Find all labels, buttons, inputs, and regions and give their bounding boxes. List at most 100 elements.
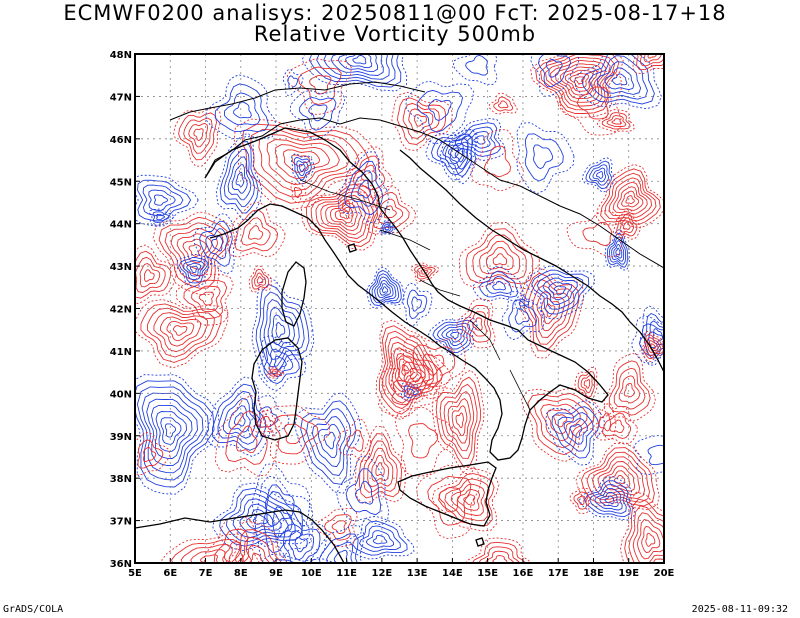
positive-vorticity-contour <box>293 186 303 198</box>
latitude-tick-label: 37N <box>110 517 132 528</box>
positive-vorticity-contour <box>402 102 440 139</box>
positive-vorticity-contour <box>249 553 264 563</box>
positive-vorticity-contour <box>602 412 632 439</box>
italy-coastline <box>204 127 609 461</box>
negative-vorticity-contour <box>589 484 627 514</box>
positive-vorticity-contour <box>225 521 288 563</box>
negative-vorticity-contour <box>160 417 182 445</box>
positive-vorticity-contour <box>330 202 358 228</box>
negative-vorticity-contour <box>308 104 328 122</box>
positive-vorticity-contour <box>227 201 286 258</box>
positive-vorticity-contour <box>297 66 342 105</box>
negative-vorticity-contour <box>352 54 367 65</box>
positive-vorticity-contour <box>170 227 219 276</box>
negative-vorticity-contour <box>578 476 635 521</box>
negative-vorticity-contour <box>514 307 530 325</box>
latitude-tick-label: 41N <box>110 347 132 358</box>
negative-vorticity-contour <box>548 281 572 301</box>
positive-vorticity-contour <box>527 393 595 456</box>
positive-vorticity-contour <box>372 191 410 230</box>
negative-vorticity-contour <box>581 157 615 193</box>
positive-vorticity-contour <box>606 115 627 128</box>
negative-vorticity-contour <box>337 54 378 73</box>
positive-vorticity-contour <box>431 369 485 475</box>
negative-vorticity-contour <box>472 266 525 302</box>
positive-vorticity-contour <box>337 418 372 462</box>
negative-vorticity-contour <box>357 179 372 199</box>
negative-vorticity-contour <box>447 147 459 159</box>
negative-vorticity-contour <box>193 213 238 275</box>
positive-vorticity-contour <box>139 263 161 288</box>
negative-vorticity-contour <box>563 418 589 445</box>
positive-vorticity-contour <box>366 185 417 235</box>
negative-vorticity-contour <box>345 468 382 516</box>
malta-island <box>475 537 485 547</box>
longitude-tick-label: 10E <box>301 568 322 579</box>
positive-vorticity-contour <box>153 312 208 353</box>
longitude-tick-label: 15E <box>477 568 498 579</box>
positive-vorticity-contour <box>601 112 631 130</box>
positive-vorticity-contour <box>645 336 662 357</box>
positive-vorticity-contour <box>235 425 258 454</box>
latitude-tick-label: 40N <box>110 389 132 400</box>
positive-vorticity-contour <box>577 495 586 505</box>
positive-vorticity-contour <box>616 212 638 237</box>
negative-vorticity-contour <box>536 273 584 310</box>
positive-vorticity-contour <box>352 155 386 191</box>
positive-vorticity-contour <box>283 423 307 445</box>
negative-vorticity-contour <box>252 514 268 525</box>
negative-vorticity-contour <box>442 142 464 165</box>
footer-credit: GrADS/COLA <box>3 604 64 615</box>
negative-vorticity-contour <box>613 243 623 259</box>
negative-vorticity-contour <box>148 189 176 211</box>
positive-vorticity-contour <box>143 269 155 282</box>
negative-vorticity-contour <box>581 54 655 105</box>
positive-vorticity-contour <box>611 118 622 125</box>
negative-vorticity-contour <box>551 406 600 459</box>
positive-vorticity-contour <box>391 380 423 406</box>
positive-vorticity-contour <box>263 405 331 465</box>
negative-vorticity-contour <box>518 298 529 307</box>
positive-vorticity-contour <box>540 54 615 111</box>
longitude-tick-label: 17E <box>548 568 569 579</box>
negative-vorticity-contour <box>584 480 631 518</box>
negative-vorticity-contour <box>298 163 306 173</box>
positive-vorticity-contour <box>175 273 234 326</box>
negative-vorticity-contour <box>182 259 205 280</box>
positive-vorticity-contour <box>592 456 646 500</box>
positive-vorticity-contour <box>600 168 661 225</box>
negative-vorticity-contour <box>273 355 287 371</box>
negative-vorticity-contour <box>234 412 246 427</box>
positive-vorticity-contour <box>613 367 646 410</box>
negative-vorticity-contour <box>344 160 384 216</box>
negative-vorticity-contour <box>406 289 428 320</box>
positive-vorticity-contour <box>320 195 366 236</box>
positive-vorticity-contour <box>577 371 596 398</box>
positive-vorticity-contour <box>363 440 398 493</box>
negative-vorticity-contour <box>372 534 388 545</box>
positive-vorticity-contour <box>536 291 565 332</box>
corsica-coastline <box>281 261 307 327</box>
negative-vorticity-contour <box>350 170 378 207</box>
positive-vorticity-contour <box>135 244 177 305</box>
positive-vorticity-contour <box>450 483 485 516</box>
negative-vorticity-contour <box>212 383 267 451</box>
positive-vorticity-contour <box>465 228 534 285</box>
negative-vorticity-contour <box>594 487 623 511</box>
negative-vorticity-contour <box>137 179 192 222</box>
negative-vorticity-contour <box>439 129 477 185</box>
positive-vorticity-contour <box>339 210 350 220</box>
positive-vorticity-contour <box>643 333 664 359</box>
positive-vorticity-contour <box>569 487 592 515</box>
negative-vorticity-contour <box>374 276 397 301</box>
positive-vorticity-contour <box>582 221 613 247</box>
positive-vorticity-contour <box>225 410 268 465</box>
latitude-tick-label: 43N <box>110 262 132 273</box>
positive-vorticity-contour <box>492 253 507 266</box>
negative-vorticity-contour <box>270 559 320 563</box>
negative-vorticity-contour <box>344 54 373 69</box>
positive-vorticity-contour <box>485 247 514 271</box>
negative-vorticity-contour <box>599 491 619 508</box>
positive-vorticity-contour <box>533 398 588 449</box>
